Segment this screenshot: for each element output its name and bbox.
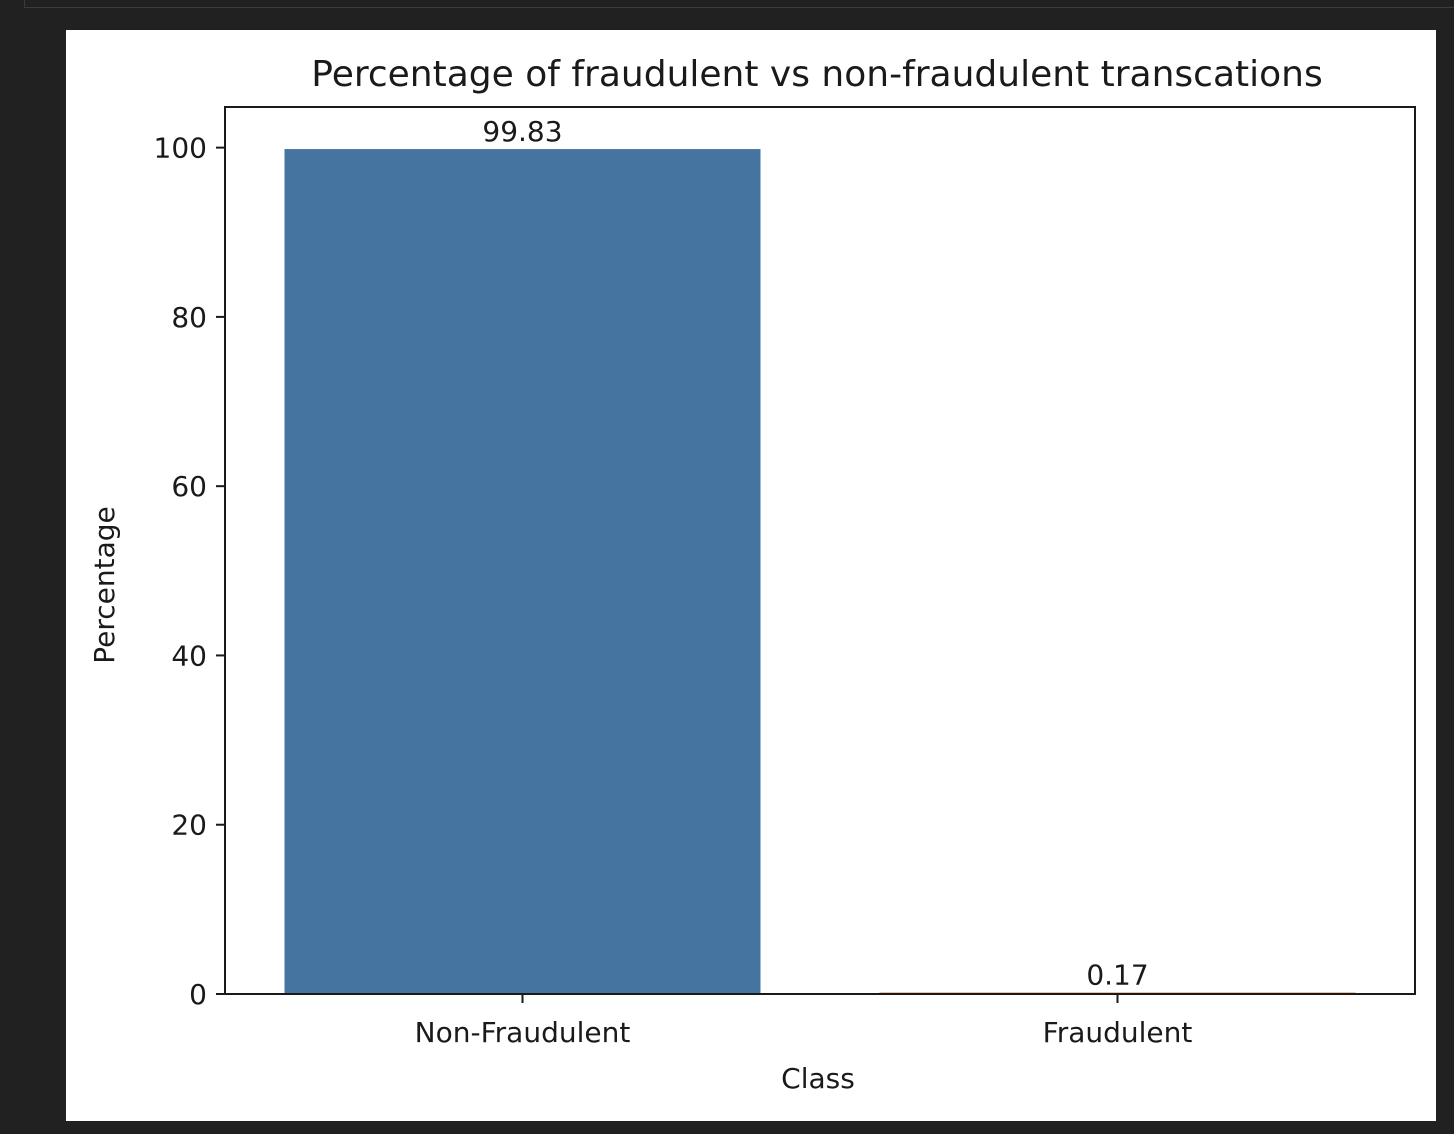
- x-tick-label: Fraudulent: [1043, 1016, 1193, 1049]
- chart-title: Percentage of fraudulent vs non-fraudule…: [311, 54, 1322, 95]
- y-tick-label: 40: [171, 639, 207, 672]
- y-tick-label: 0: [189, 978, 207, 1011]
- notebook-cell-frame: [24, 0, 1454, 8]
- y-tick-label: 100: [154, 132, 207, 165]
- bar-non-fraudulent: [284, 149, 761, 994]
- y-tick-label: 20: [171, 809, 207, 842]
- bar-chart: Percentage of fraudulent vs non-fraudule…: [88, 54, 1416, 1095]
- y-axis-label: Percentage: [88, 506, 121, 664]
- plot-area-frame: [224, 106, 1416, 995]
- x-axis-label: Class: [781, 1062, 855, 1095]
- bar-value-label: 99.83: [482, 115, 562, 148]
- y-tick-label: 80: [171, 301, 207, 334]
- y-tick-label: 60: [171, 470, 207, 503]
- bar-value-label: 0.17: [1086, 959, 1148, 992]
- chart-figure: Percentage of fraudulent vs non-fraudule…: [66, 30, 1436, 1121]
- x-tick-label: Non-Fraudulent: [415, 1016, 631, 1049]
